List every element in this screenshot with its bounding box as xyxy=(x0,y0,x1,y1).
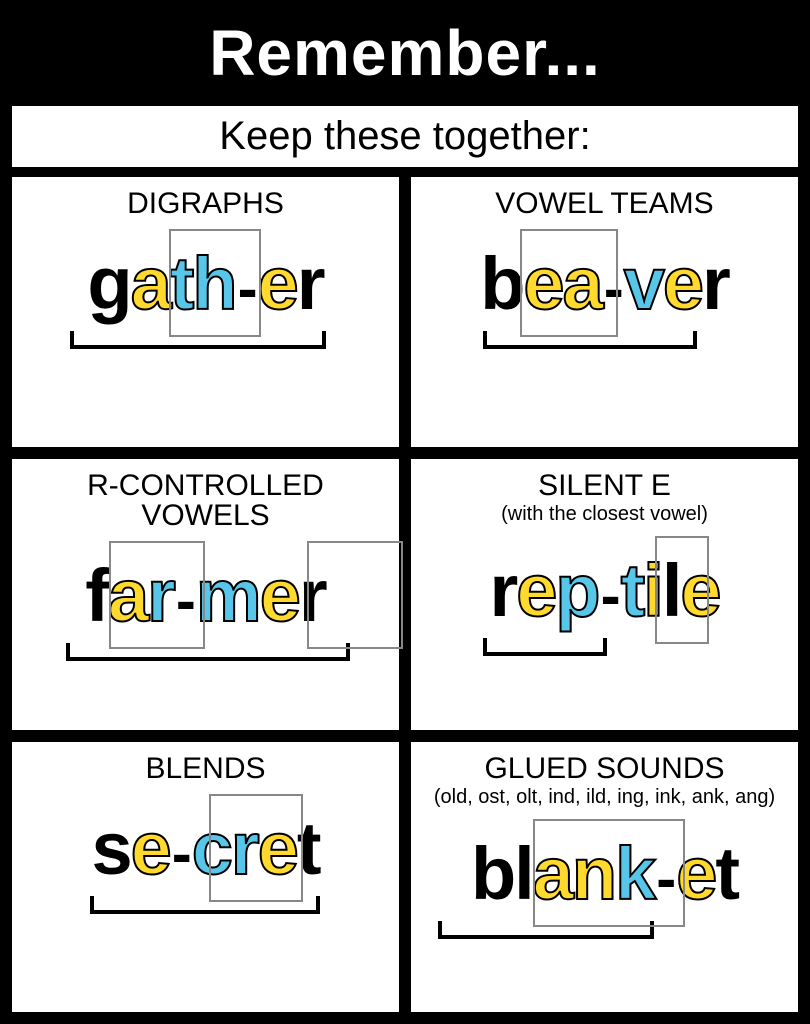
letter: e xyxy=(131,812,170,886)
word-wrap: se-cret xyxy=(91,812,319,886)
example-word: rep-tile xyxy=(489,554,719,628)
letter: e xyxy=(676,837,715,911)
letter: - xyxy=(170,824,192,884)
word-wrap: blank-et xyxy=(471,837,738,911)
rule-cell: VOWEL TEAMSbea-ver xyxy=(409,175,800,449)
word-wrap: far-mer xyxy=(85,559,325,633)
cell-title: R-CONTROLLED VOWELS xyxy=(20,471,391,531)
letter: b xyxy=(471,837,514,911)
letter: e xyxy=(516,554,555,628)
rule-cell: DIGRAPHS gath-er xyxy=(10,175,401,449)
letter: c xyxy=(192,812,231,886)
rule-cell: R-CONTROLLED VOWELSfar-mer xyxy=(10,457,401,731)
word-wrap: rep-tile xyxy=(489,554,719,628)
letter: t xyxy=(621,554,644,628)
bracket-icon xyxy=(445,634,765,662)
letter: r xyxy=(299,559,326,633)
letter: b xyxy=(480,247,523,321)
example-word: bea-ver xyxy=(480,247,729,321)
bracket-icon xyxy=(56,892,356,920)
letter: - xyxy=(602,259,624,319)
cell-subtitle: (old, ost, olt, ind, ild, ing, ink, ank,… xyxy=(434,786,775,809)
example-word: blank-et xyxy=(471,837,738,911)
letter: v xyxy=(624,247,663,321)
cell-title: SILENT E xyxy=(538,471,671,501)
rule-cell: GLUED SOUNDS(old, ost, olt, ind, ild, in… xyxy=(409,740,800,1014)
letter: e xyxy=(523,247,562,321)
cell-title: GLUED SOUNDS xyxy=(484,754,724,784)
letter: e xyxy=(258,247,297,321)
letter: e xyxy=(663,247,702,321)
letter: - xyxy=(174,571,196,631)
letter: r xyxy=(489,554,516,628)
letter: l xyxy=(514,837,533,911)
example-word: gath-er xyxy=(87,247,323,321)
letter: l xyxy=(662,554,681,628)
letter: a xyxy=(563,247,602,321)
letter: p xyxy=(555,554,598,628)
bracket-icon xyxy=(430,917,780,945)
letter: a xyxy=(131,247,170,321)
bracket-icon xyxy=(445,327,765,355)
letter: i xyxy=(643,554,662,628)
letter: t xyxy=(170,247,193,321)
cell-subtitle: (with the closest vowel) xyxy=(501,503,708,526)
cell-title: VOWEL TEAMS xyxy=(495,189,713,219)
poster-title: Remember... xyxy=(10,10,800,104)
letter: e xyxy=(260,559,299,633)
poster-subtitle: Keep these together: xyxy=(10,104,800,169)
letter: n xyxy=(572,837,615,911)
example-word: se-cret xyxy=(91,812,319,886)
letter: e xyxy=(680,554,719,628)
letter: - xyxy=(599,566,621,626)
letter: g xyxy=(87,247,130,321)
letter: r xyxy=(231,812,258,886)
letter: t xyxy=(297,812,320,886)
rule-cell: BLENDSse-cret xyxy=(10,740,401,1014)
letter: a xyxy=(533,837,572,911)
letter: r xyxy=(702,247,729,321)
letter: e xyxy=(258,812,297,886)
letter: r xyxy=(147,559,174,633)
bracket-icon xyxy=(36,639,376,667)
letter: a xyxy=(108,559,147,633)
word-wrap: bea-ver xyxy=(480,247,729,321)
bracket-icon xyxy=(46,327,366,355)
rules-grid: DIGRAPHSgath-erVOWEL TEAMSbea-verR-CONTR… xyxy=(10,175,800,1014)
letter: k xyxy=(615,837,654,911)
rule-cell: SILENT E(with the closest vowel)rep-tile xyxy=(409,457,800,731)
letter: s xyxy=(91,812,130,886)
letter: - xyxy=(654,849,676,909)
letter: f xyxy=(85,559,108,633)
cell-title: DIGRAPHS xyxy=(127,189,284,219)
poster-root: Remember... Keep these together: DIGRAPH… xyxy=(0,0,810,1024)
example-word: far-mer xyxy=(85,559,325,633)
word-wrap: gath-er xyxy=(87,247,323,321)
letter: t xyxy=(715,837,738,911)
letter: h xyxy=(192,247,235,321)
letter: m xyxy=(196,559,260,633)
letter: r xyxy=(297,247,324,321)
cell-title: BLENDS xyxy=(145,754,265,784)
letter: - xyxy=(236,259,258,319)
